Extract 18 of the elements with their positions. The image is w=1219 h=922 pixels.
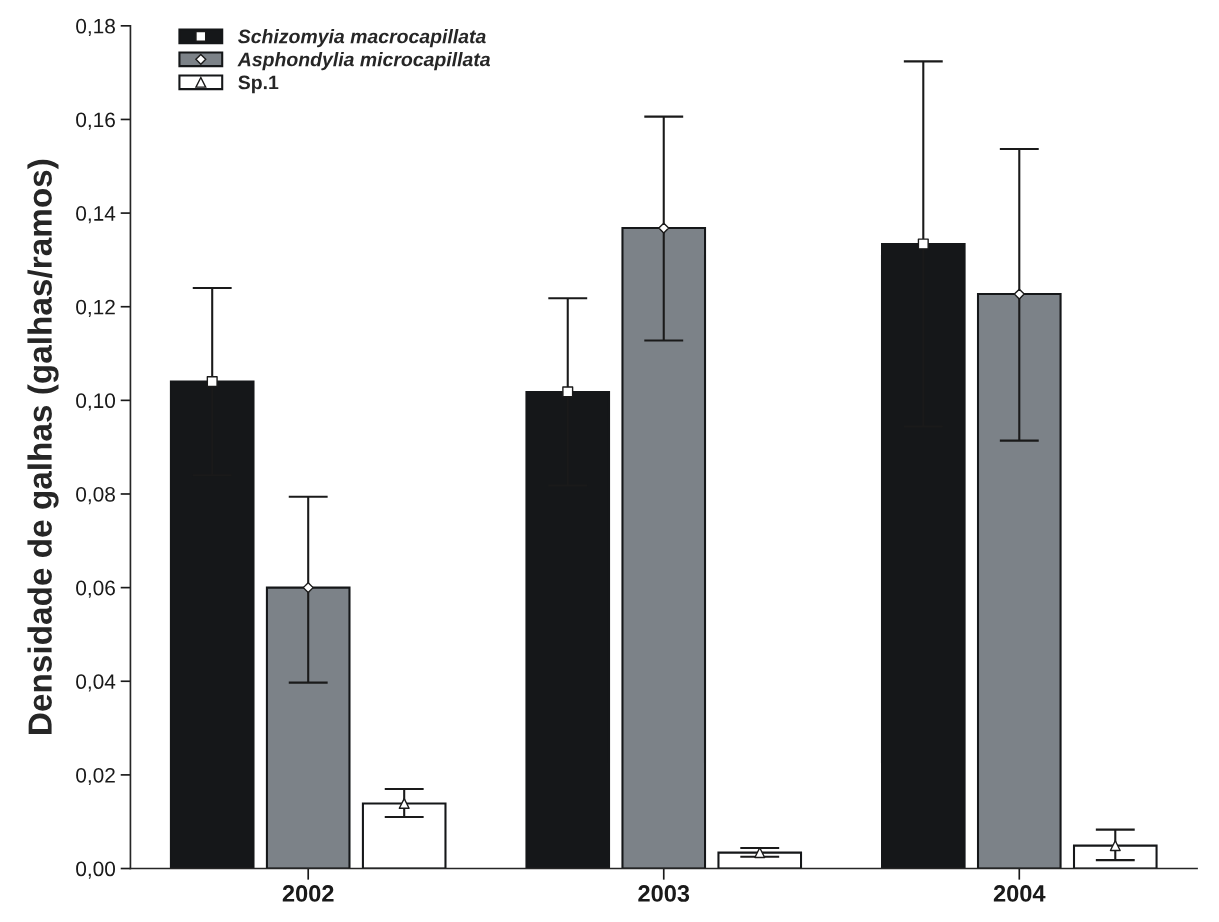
y-tick-label: 0,06 [76, 580, 115, 598]
y-tick-label: 0,00 [76, 861, 116, 879]
y-tick-label: 0,04 [76, 674, 116, 692]
y-tick-label: 0,16 [76, 112, 115, 130]
y-tick-label: 0,14 [76, 206, 116, 224]
x-tick-label: 2002 [282, 885, 334, 902]
x-tick-label: 2003 [638, 885, 690, 902]
y-axis-title: Densidade de galhas (galhas/ramos) [27, 159, 59, 734]
y-tick-label: 0,12 [76, 299, 115, 317]
bar [717, 851, 803, 869]
y-tick-label: 0,18 [76, 18, 115, 37]
y-tick-label: 0,02 [76, 767, 115, 786]
legend-label: Asphondylia microcapillata [237, 52, 491, 71]
x-tick-label: 2004 [993, 885, 1046, 902]
y-tick-label: 0,10 [76, 393, 116, 411]
y-tick-label: 0,08 [76, 486, 115, 505]
legend-label: Sp.1 [238, 75, 279, 94]
legend-label: Schizomyia macrocapillata [238, 29, 486, 48]
